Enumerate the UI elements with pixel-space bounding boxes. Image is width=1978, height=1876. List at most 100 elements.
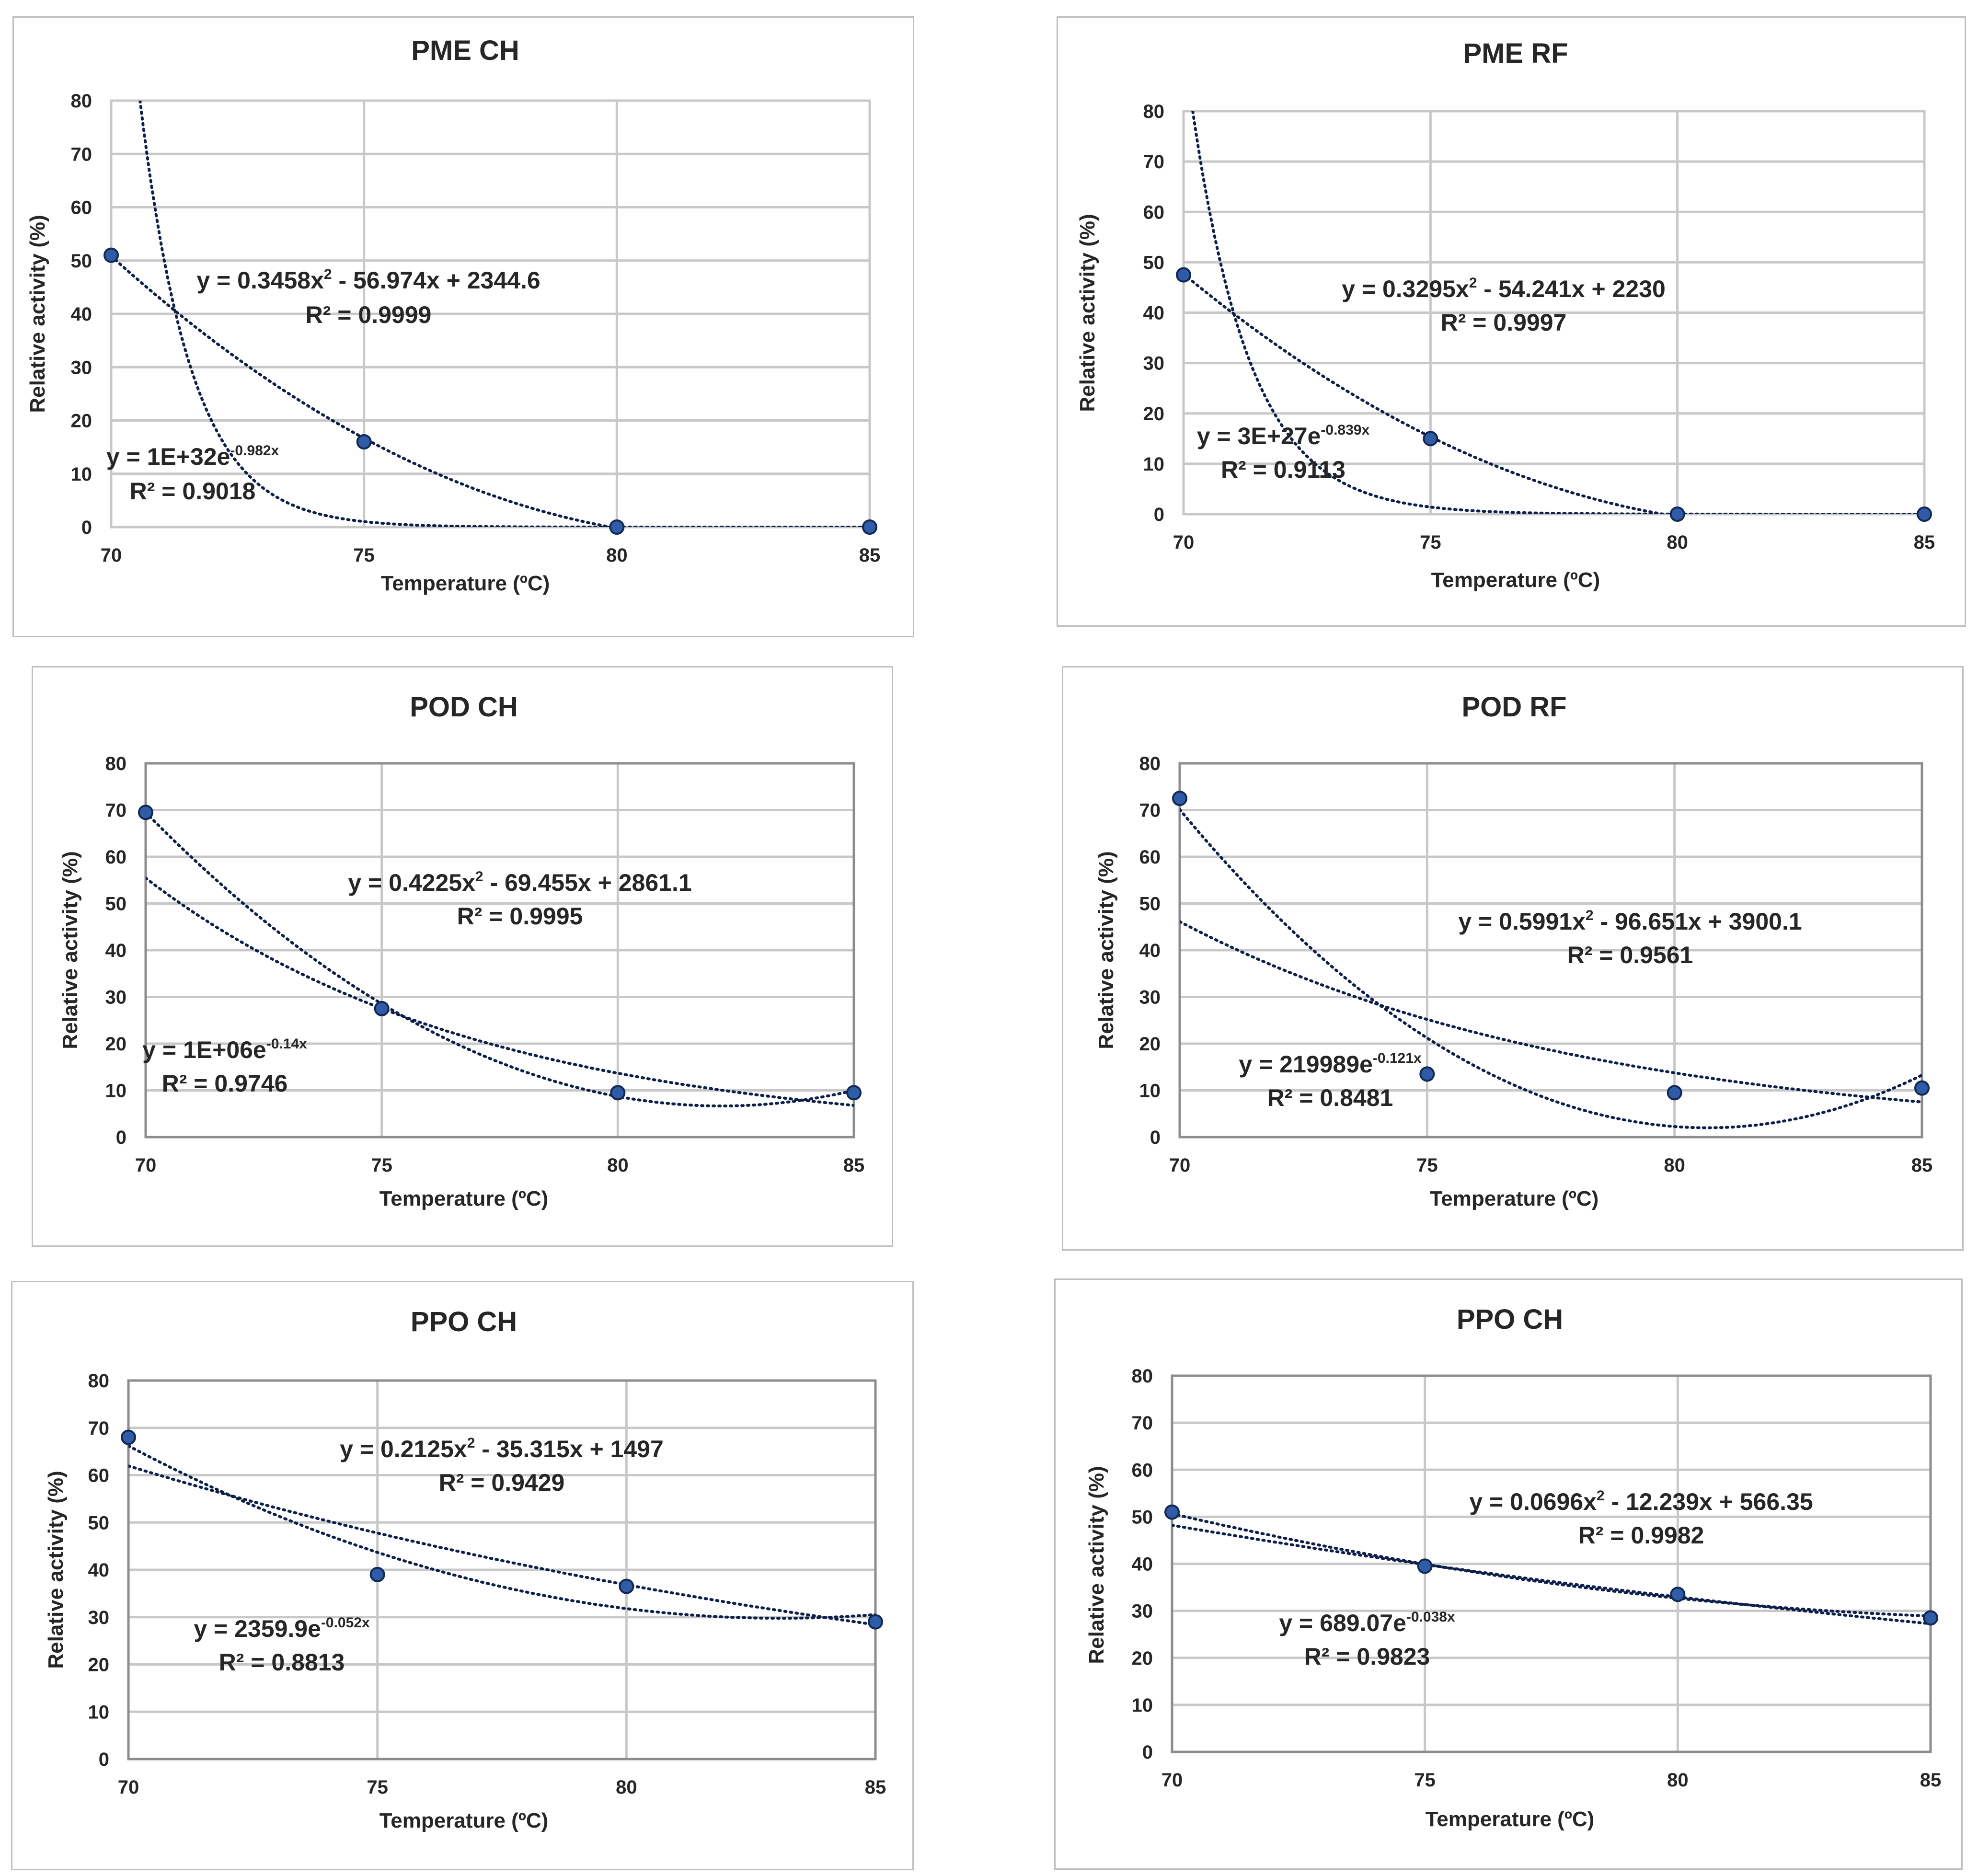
x-tick-label: 70: [135, 1155, 157, 1176]
x-tick-label: 80: [607, 1155, 629, 1176]
x-tick-label: 75: [353, 545, 375, 566]
chart-svg: PME RF 0 10 20 30 40 50 60 70 80 70 75 80 85 Temperatu…: [1076, 38, 1935, 592]
x-tick-label: 70: [118, 1777, 139, 1798]
polynomial-trendline: [1184, 272, 1924, 514]
chart-title: PME RF: [1463, 38, 1568, 69]
y-tick-label: 20: [1143, 403, 1165, 425]
polynomial-trendline: [111, 254, 870, 527]
x-tick-label: 85: [865, 1777, 886, 1798]
chart-svg: PME CH 0 10 20 30 40 50 60 70 80 70 75 80 85 Temperatu…: [26, 35, 880, 595]
polynomial-trendline: [146, 811, 854, 1107]
polynomial-equation: y = 0.4225x2 - 69.455x + 2861.1: [348, 869, 691, 896]
x-axis-label: Temperature (ºC): [1426, 1807, 1595, 1831]
y-tick-label: 40: [88, 1560, 110, 1581]
exponential-trendline: [1180, 920, 1922, 1104]
chart-panel-pod-rf: POD RF 0 10 20 30 40 50 60 70 80 70 75 80 85 Temperatu…: [1062, 666, 1964, 1251]
y-tick-label: 60: [1139, 847, 1161, 868]
data-point: [868, 1614, 883, 1630]
polynomial-equation: y = 0.5991x2 - 96.651x + 3900.1: [1458, 908, 1802, 935]
y-tick-label: 30: [1139, 987, 1161, 1008]
x-tick-label: 80: [1664, 1155, 1685, 1176]
y-tick-label: 30: [1143, 353, 1165, 374]
y-tick-label: 0: [1142, 1742, 1153, 1763]
y-tick-label: 60: [1132, 1460, 1153, 1481]
polynomial-trendline: [1180, 808, 1922, 1129]
y-tick-label: 30: [105, 987, 127, 1008]
exponential-equation: y = 1E+06e-0.14x: [142, 1036, 307, 1063]
y-tick-label: 20: [105, 1034, 127, 1055]
x-tick-label: 75: [1416, 1155, 1438, 1176]
polynomial-r-squared: R² = 0.9997: [1441, 309, 1567, 336]
x-axis-label: Temperature (ºC): [1431, 568, 1600, 592]
polynomial-r-squared: R² = 0.9982: [1578, 1522, 1704, 1549]
data-point: [1419, 1066, 1435, 1082]
exponential-equation: y = 219989e-0.121x: [1239, 1050, 1422, 1078]
polynomial-equation: y = 0.3458x2 - 56.974x + 2344.6: [196, 266, 540, 294]
x-tick-label: 85: [1920, 1770, 1942, 1791]
y-tick-label: 80: [88, 1370, 110, 1392]
exponential-r-squared: R² = 0.8481: [1267, 1084, 1393, 1111]
polynomial-r-squared: R² = 0.9561: [1567, 942, 1693, 968]
x-tick-label: 70: [101, 545, 122, 566]
y-tick-label: 10: [88, 1702, 110, 1723]
exponential-trendline: [1191, 111, 1924, 514]
data-point: [1164, 1504, 1180, 1520]
chart-panel-pme-ch: PME CH 0 10 20 30 40 50 60 70 80 70 75 80 85 Temperatu…: [12, 16, 914, 637]
y-tick-label: 30: [88, 1607, 110, 1628]
x-tick-label: 75: [367, 1777, 388, 1798]
y-tick-label: 0: [1150, 1127, 1161, 1148]
x-tick-label: 80: [1667, 532, 1688, 553]
y-tick-label: 70: [88, 1418, 110, 1439]
exponential-equation: y = 689.07e-0.038x: [1279, 1609, 1455, 1636]
y-tick-label: 20: [88, 1655, 110, 1676]
exponential-r-squared: R² = 0.9113: [1221, 456, 1346, 483]
x-tick-label: 85: [1911, 1155, 1933, 1176]
data-point: [1417, 1558, 1433, 1574]
y-tick-label: 30: [1132, 1601, 1153, 1622]
chart-title: PPO CH: [1457, 1304, 1563, 1335]
chart-title: POD RF: [1461, 691, 1566, 723]
y-tick-label: 80: [71, 91, 92, 112]
y-tick-label: 50: [88, 1512, 110, 1533]
data-point: [846, 1085, 862, 1101]
plot-area: [144, 762, 855, 1139]
exponential-trendline: [138, 101, 870, 527]
y-tick-label: 70: [1139, 800, 1161, 821]
y-tick-label: 70: [1132, 1413, 1153, 1434]
y-tick-label: 80: [1143, 101, 1165, 122]
polynomial-r-squared: R² = 0.9995: [457, 903, 583, 930]
data-point: [1176, 267, 1191, 283]
y-tick-label: 50: [71, 251, 92, 272]
data-point: [369, 1566, 385, 1582]
data-point: [1917, 506, 1932, 522]
data-point: [1670, 1587, 1686, 1602]
x-tick-label: 70: [1173, 532, 1195, 553]
y-tick-label: 70: [71, 144, 92, 165]
data-point: [609, 519, 625, 535]
y-axis-label: Relative activity (%): [1076, 214, 1099, 412]
y-axis-label: Relative activity (%): [1085, 1466, 1108, 1664]
exponential-equation: y = 1E+32e-0.982x: [106, 443, 279, 470]
y-tick-label: 50: [105, 894, 127, 915]
x-tick-label: 75: [1414, 1770, 1436, 1791]
y-tick-label: 10: [1143, 454, 1165, 475]
data-point: [619, 1578, 634, 1594]
y-tick-label: 80: [1132, 1366, 1153, 1387]
polynomial-equation: y = 0.0696x2 - 12.239x + 566.35: [1469, 1488, 1813, 1515]
y-tick-label: 50: [1132, 1507, 1153, 1528]
x-tick-label: 70: [1169, 1155, 1191, 1176]
x-tick-label: 75: [1420, 532, 1441, 553]
x-tick-label: 75: [371, 1155, 392, 1176]
data-point: [610, 1085, 626, 1101]
x-axis-label: Temperature (ºC): [381, 572, 550, 595]
y-tick-label: 0: [116, 1127, 126, 1148]
exponential-r-squared: R² = 0.9018: [130, 478, 256, 505]
y-tick-label: 40: [1132, 1554, 1153, 1575]
x-tick-label: 80: [1667, 1770, 1689, 1791]
x-tick-label: 80: [606, 545, 628, 566]
y-axis-label: Relative activity (%): [1094, 851, 1118, 1049]
plot-area: [1178, 762, 1923, 1139]
y-tick-label: 60: [105, 847, 127, 868]
y-tick-label: 0: [99, 1749, 109, 1770]
y-tick-label: 70: [105, 800, 127, 821]
